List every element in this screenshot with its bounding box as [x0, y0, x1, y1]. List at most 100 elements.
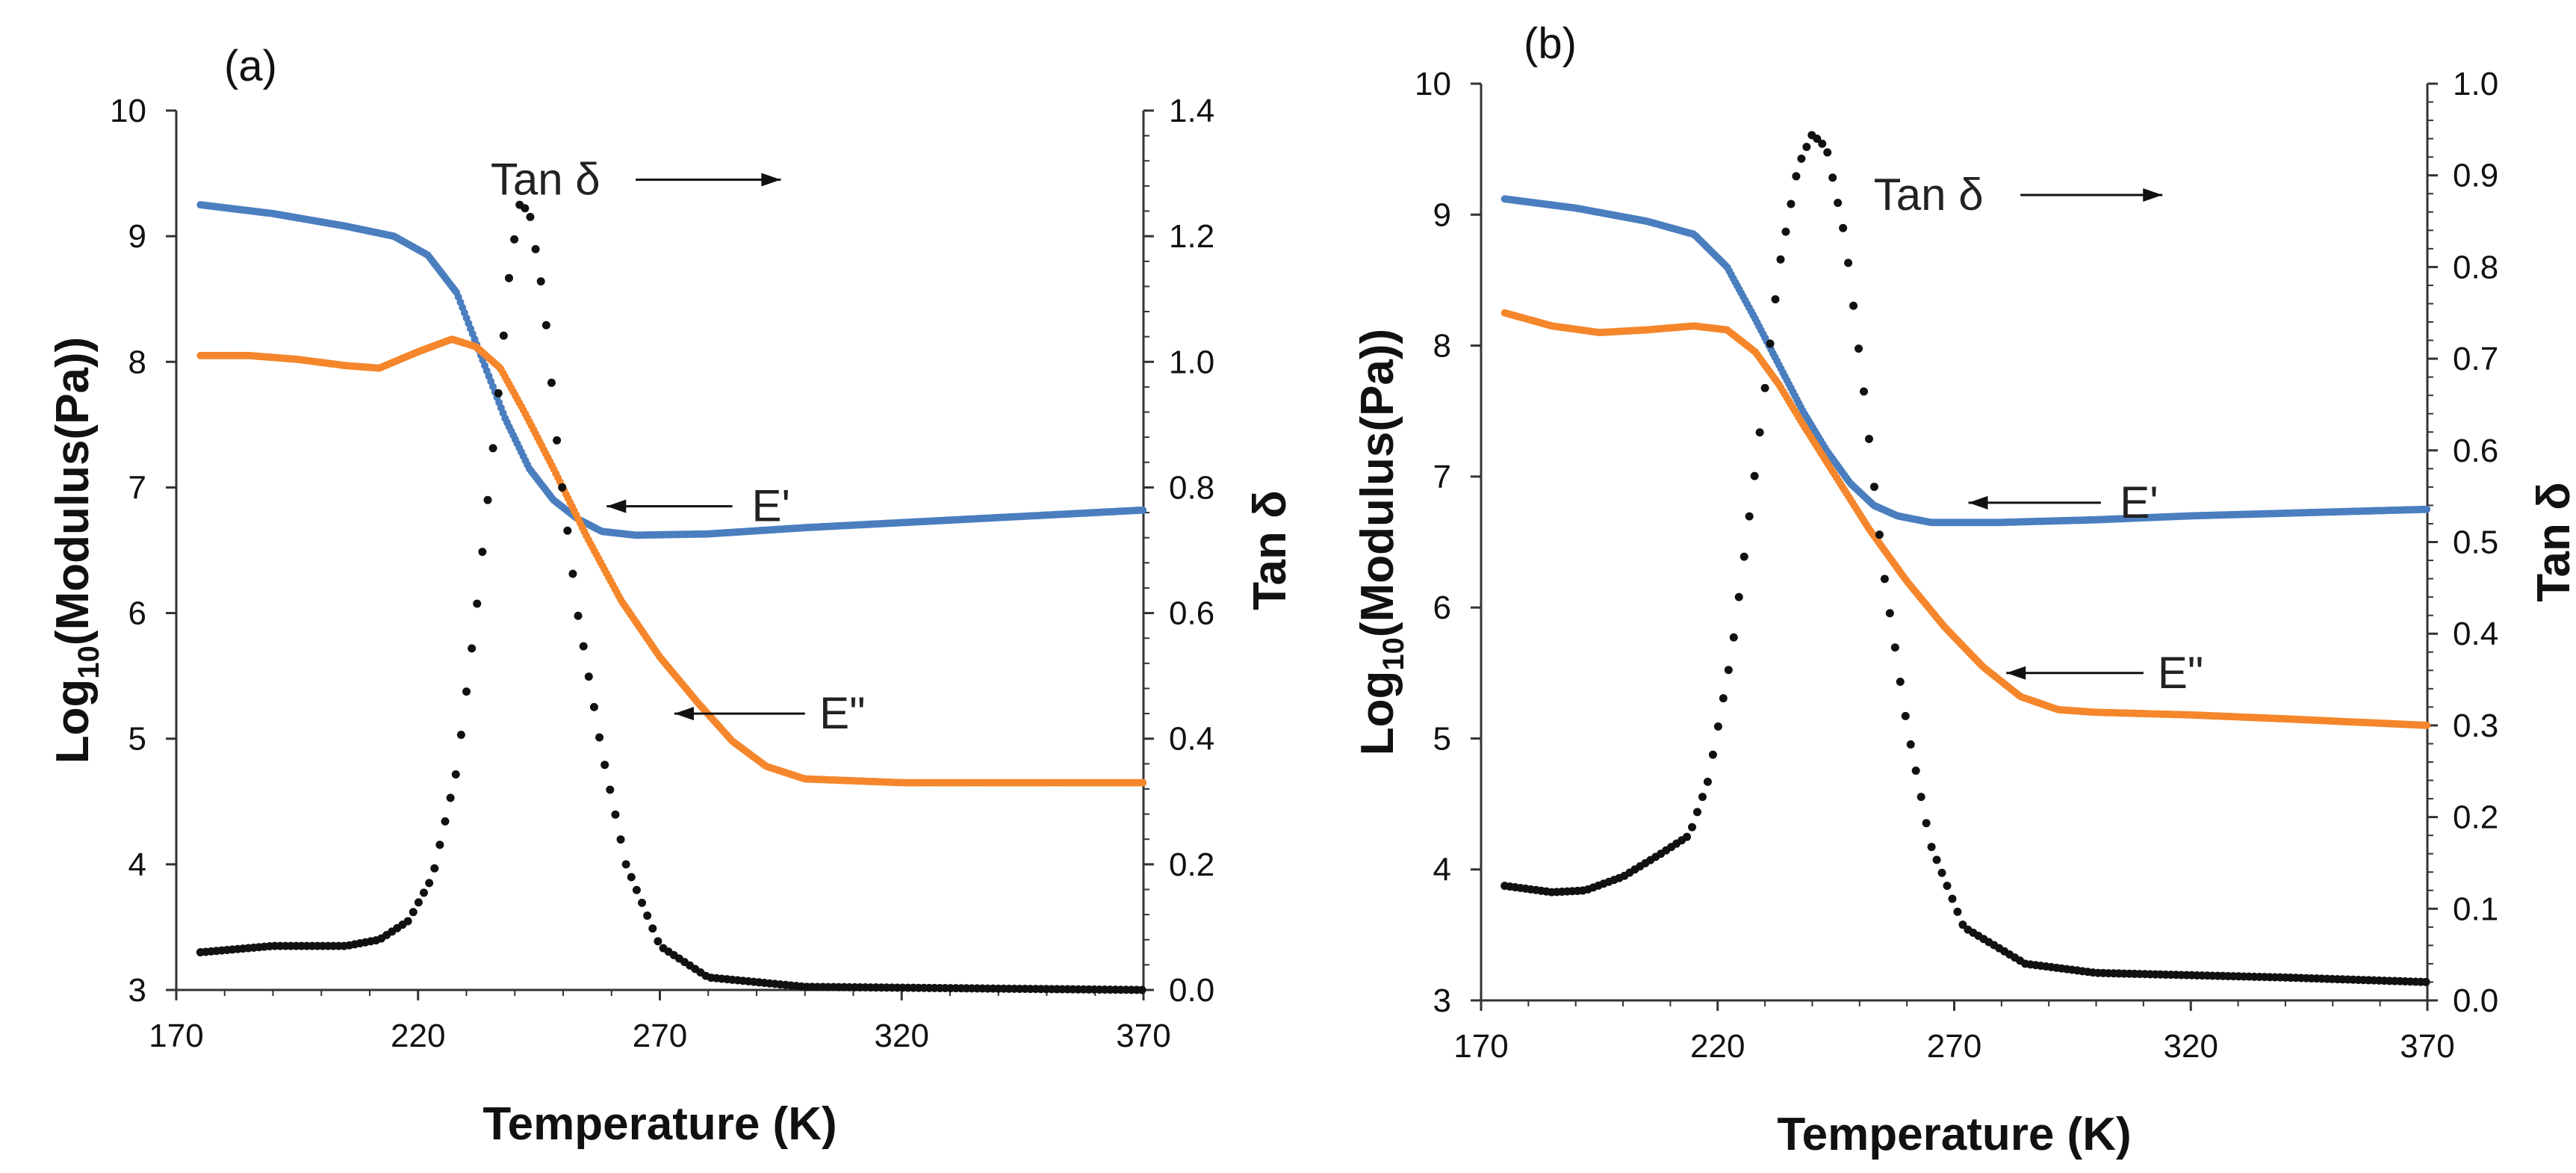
- y-left-tick-label: 3: [128, 972, 146, 1009]
- data-point: [1787, 199, 1796, 208]
- data-point: [606, 785, 615, 794]
- annotation-label: Tan δ: [1874, 170, 1984, 220]
- annotation-arrow-head: [1968, 495, 1988, 510]
- data-point: [1781, 227, 1790, 236]
- y-left-tick-label: 7: [1433, 459, 1451, 495]
- y-right-tick-label: 0.0: [2453, 982, 2498, 1019]
- data-point: [1724, 666, 1733, 675]
- y-left-tick-label: 4: [1433, 852, 1451, 888]
- y-left-tick-label: 9: [1433, 196, 1451, 233]
- y-left-tick-label: 4: [128, 847, 146, 883]
- data-point: [1755, 428, 1764, 437]
- data-point: [1802, 143, 1811, 152]
- y-right-tick-label: 0.2: [2453, 799, 2498, 836]
- y-right-tick-label: 1.0: [2453, 66, 2498, 102]
- data-point: [553, 436, 562, 445]
- x-tick-label: 320: [875, 1018, 929, 1054]
- data-point: [648, 924, 657, 933]
- series-tan-delta: [196, 200, 1146, 994]
- data-point: [1880, 575, 1889, 584]
- data-point: [2423, 721, 2431, 729]
- data-point: [1139, 506, 1147, 514]
- data-point: [499, 331, 508, 340]
- y-right-tick-label: 0.8: [2453, 249, 2498, 285]
- data-point: [1683, 832, 1692, 841]
- y-right-tick-label: 1.0: [1169, 344, 1214, 380]
- y-right-tick-label: 0.4: [1169, 721, 1214, 758]
- x-tick-label: 220: [1690, 1028, 1745, 1065]
- data-point: [473, 599, 482, 608]
- data-point: [621, 860, 630, 869]
- annotation-label: Tan δ: [491, 154, 600, 204]
- annotation-arrow-head: [674, 707, 694, 721]
- data-point: [483, 495, 492, 504]
- data-point: [638, 898, 647, 907]
- y-right-tick-label: 1.2: [1169, 218, 1214, 255]
- data-point: [1813, 134, 1822, 143]
- data-point: [504, 273, 513, 282]
- data-point: [1927, 843, 1936, 852]
- data-point: [1864, 434, 1873, 443]
- data-point: [584, 672, 593, 681]
- y-left-tick-label: 10: [1415, 66, 1451, 102]
- data-point: [403, 917, 412, 926]
- y-left-tick-label: 9: [128, 218, 146, 255]
- data-point: [531, 245, 540, 254]
- data-point: [1766, 339, 1775, 348]
- annotation-label: E": [2158, 648, 2203, 698]
- y-right-tick-label: 0.3: [2453, 708, 2498, 744]
- x-tick-label: 220: [391, 1018, 445, 1054]
- data-point: [2421, 977, 2430, 986]
- x-tick-label: 370: [1116, 1018, 1170, 1054]
- panel-label: (a): [224, 42, 277, 90]
- data-point: [494, 389, 503, 397]
- data-point: [589, 702, 598, 711]
- y-right-tick-label: 0.8: [1169, 469, 1214, 506]
- data-point: [1739, 552, 1748, 561]
- annotation: Tan δ: [1874, 170, 2163, 220]
- data-point: [526, 212, 535, 221]
- data-point: [541, 321, 550, 329]
- data-point: [1139, 779, 1147, 787]
- data-point: [1839, 223, 1848, 232]
- data-point: [1860, 387, 1869, 396]
- annotation-arrow-head: [2006, 666, 2026, 680]
- data-point: [600, 761, 609, 770]
- data-point: [536, 277, 545, 286]
- annotation-arrow-head: [2143, 188, 2163, 202]
- y-right-tick-label: 0.6: [2453, 433, 2498, 469]
- y-right-tick-label: 0.6: [1169, 595, 1214, 632]
- data-point: [568, 569, 577, 578]
- data-point: [611, 810, 620, 819]
- y-left-tick-label: 6: [128, 595, 146, 632]
- data-point: [579, 642, 588, 651]
- annotation-label: E": [819, 688, 865, 738]
- data-point: [1953, 907, 1962, 916]
- data-point: [632, 885, 641, 894]
- data-point: [1750, 471, 1759, 480]
- data-point: [574, 611, 583, 620]
- data-point: [1932, 855, 1941, 864]
- data-point: [420, 888, 429, 897]
- series-e-double-prime: [196, 335, 1147, 787]
- data-point: [1745, 512, 1754, 521]
- data-point: [1844, 259, 1853, 267]
- data-point: [451, 770, 460, 779]
- series-e-double-prime: [1500, 309, 2431, 729]
- data-point: [1719, 694, 1728, 703]
- series-e-prime: [196, 201, 1147, 539]
- data-point: [435, 841, 444, 849]
- annotation: E": [674, 688, 866, 738]
- annotation-arrow-head: [761, 173, 781, 187]
- data-point: [1734, 592, 1743, 601]
- data-point: [2423, 505, 2431, 513]
- y-left-tick-label: 3: [1433, 982, 1451, 1019]
- panel-label: (b): [1524, 19, 1577, 68]
- data-point: [558, 483, 567, 492]
- y-left-tick-label: 8: [128, 344, 146, 380]
- data-point: [462, 687, 471, 696]
- x-axis-title: Temperature (K): [482, 1098, 837, 1150]
- data-point: [616, 835, 625, 844]
- y-right-tick-label: 0.7: [2453, 341, 2498, 377]
